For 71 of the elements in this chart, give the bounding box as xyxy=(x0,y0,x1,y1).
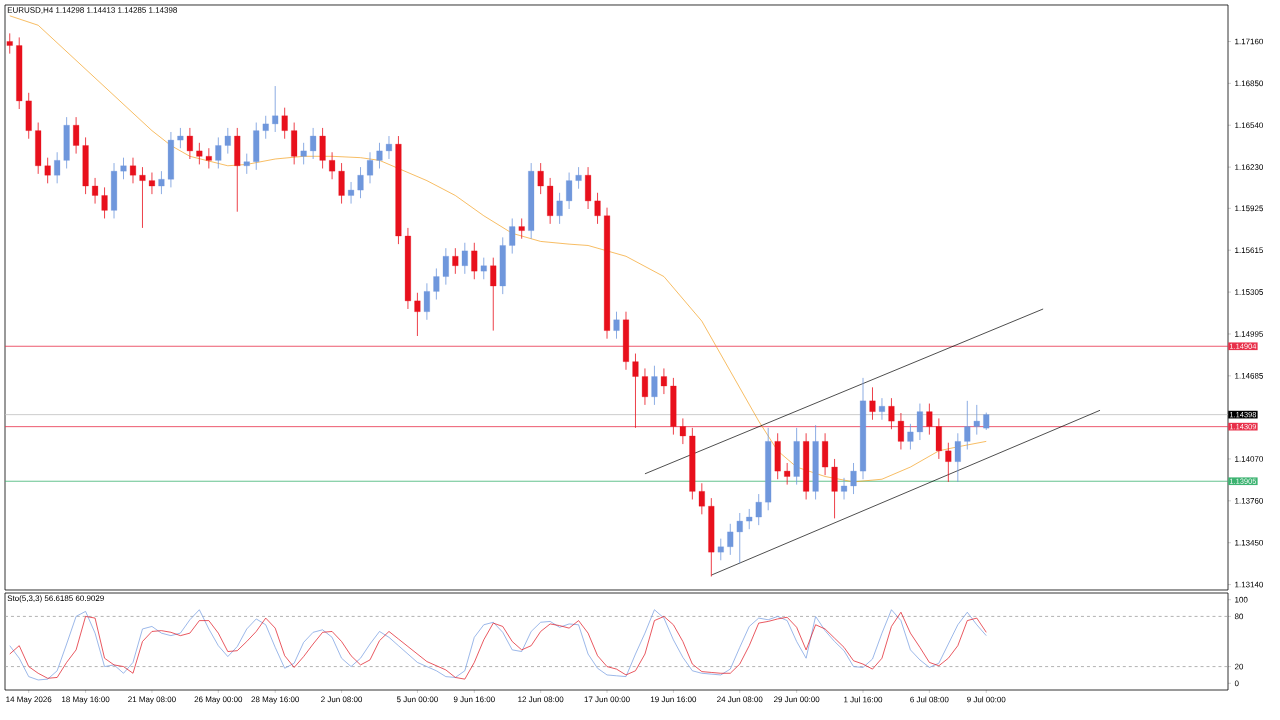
candlestick xyxy=(329,151,336,180)
candlestick xyxy=(850,462,857,495)
candlestick xyxy=(357,166,364,199)
candlestick xyxy=(120,157,127,180)
candlestick xyxy=(414,292,421,337)
candlestick xyxy=(196,142,203,165)
candlestick xyxy=(556,192,563,225)
candlestick xyxy=(907,423,914,450)
candlestick xyxy=(632,353,639,429)
candlestick xyxy=(433,268,440,300)
candlestick xyxy=(575,166,582,190)
candlestick xyxy=(129,157,136,184)
candlestick xyxy=(717,538,724,561)
candlestick xyxy=(954,432,961,483)
candlestick xyxy=(878,397,885,421)
candlestick xyxy=(442,247,449,286)
candlestick xyxy=(243,153,250,175)
candlestick xyxy=(784,462,791,486)
candlestick xyxy=(727,523,734,556)
candlestick xyxy=(6,32,13,55)
candlestick xyxy=(973,404,980,436)
candlestick xyxy=(348,181,355,204)
candlestick xyxy=(385,135,392,160)
candlestick xyxy=(869,386,876,421)
candlestick xyxy=(518,218,525,240)
candlestick xyxy=(698,482,705,515)
candlestick xyxy=(736,512,743,564)
candlestick xyxy=(376,142,383,169)
candlestick xyxy=(888,397,895,430)
candlestick xyxy=(916,403,923,441)
candlestick xyxy=(224,127,231,155)
candlestick xyxy=(367,151,373,184)
candlestick xyxy=(945,442,952,483)
candlestick xyxy=(566,172,573,210)
candlestick xyxy=(310,127,317,160)
candlestick xyxy=(186,127,193,160)
candlestick xyxy=(54,151,61,184)
candlestick xyxy=(746,508,753,530)
candlestick xyxy=(537,162,544,195)
candlestick xyxy=(509,218,516,254)
candlestick xyxy=(471,242,478,280)
candlestick xyxy=(215,136,222,169)
candlestick xyxy=(44,157,51,184)
candlestick xyxy=(177,127,184,149)
candlestick xyxy=(641,368,648,406)
candlestick xyxy=(92,177,99,204)
candlestick xyxy=(755,493,762,526)
candlestick xyxy=(452,247,459,275)
candlestick xyxy=(281,107,288,140)
candlestick xyxy=(461,242,468,275)
candlestick xyxy=(594,192,601,225)
candlestick xyxy=(679,418,686,445)
candlestick xyxy=(148,172,155,195)
candlestick xyxy=(490,257,497,331)
candlestick xyxy=(262,115,269,140)
candlestick xyxy=(139,166,146,229)
candlestick xyxy=(272,85,279,133)
candlestick xyxy=(841,477,848,500)
candlestick xyxy=(101,186,108,219)
candlestick xyxy=(660,368,667,395)
candlestick xyxy=(73,116,80,155)
candlestick xyxy=(613,311,620,340)
candlestick xyxy=(300,142,307,165)
candlestick xyxy=(651,365,658,406)
candlestick xyxy=(205,147,212,169)
candlestick xyxy=(897,412,904,450)
candlestick xyxy=(423,282,430,321)
candlestick xyxy=(926,403,933,436)
candlestick xyxy=(158,170,165,195)
candlestick xyxy=(480,257,487,280)
candlestick xyxy=(964,400,971,450)
